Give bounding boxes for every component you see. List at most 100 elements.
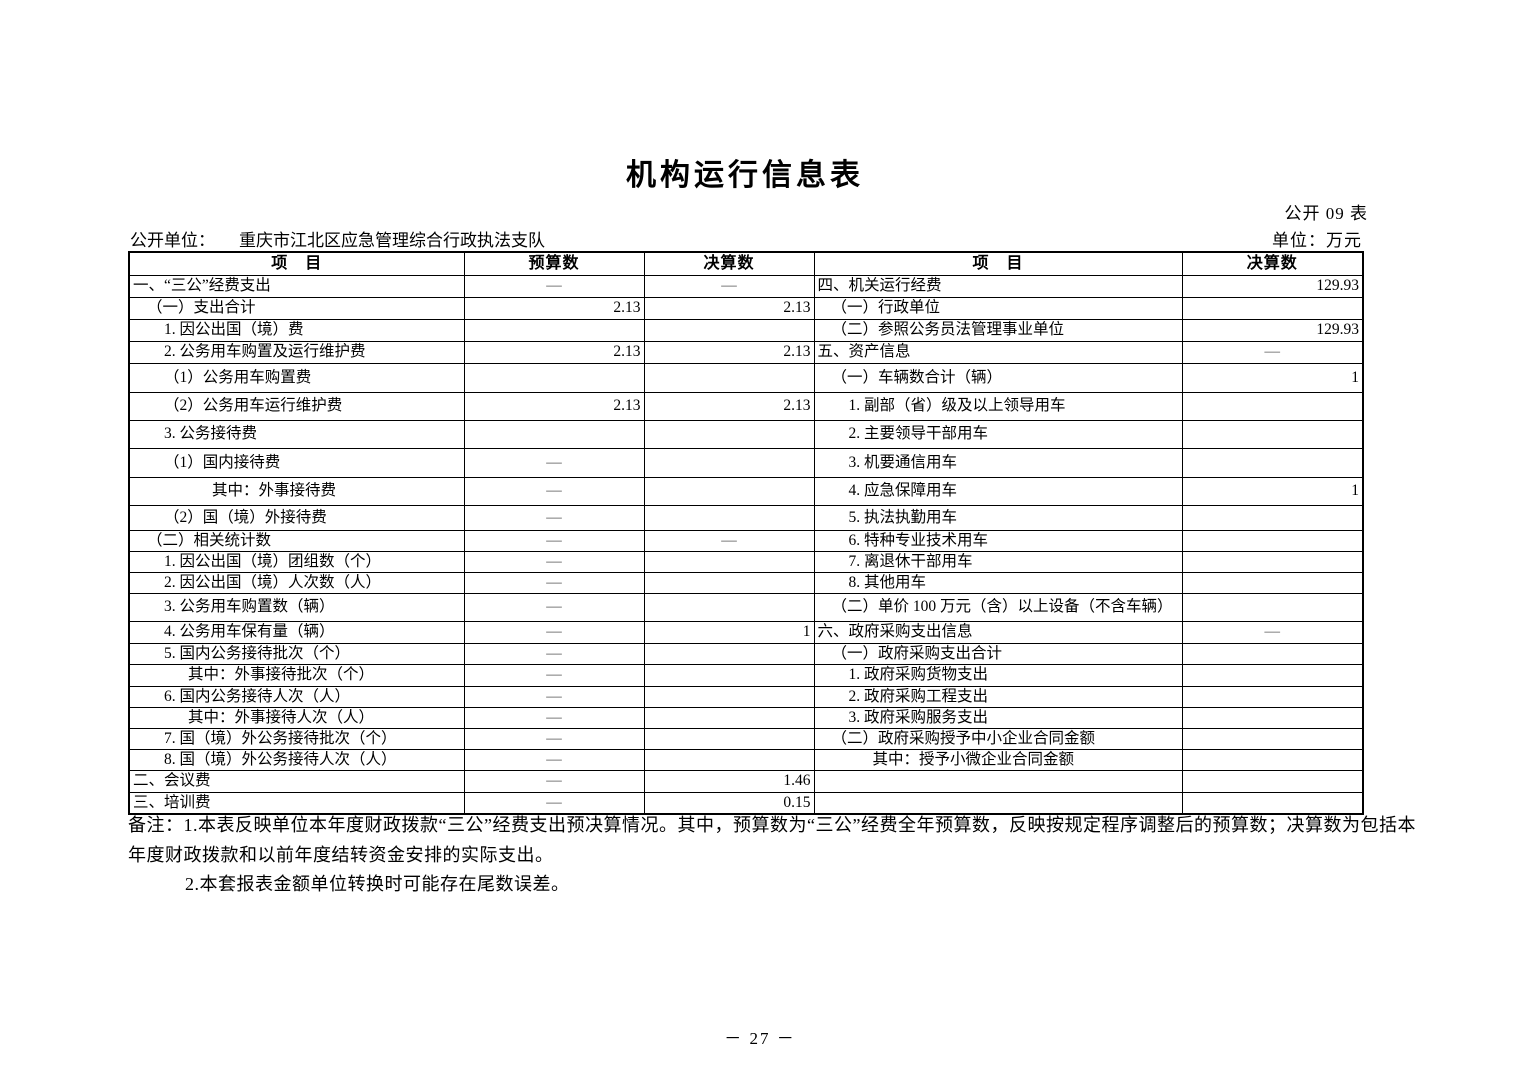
table-row: （二）相关统计数 — —6. 特种专业技术用车 [128, 529, 1364, 552]
final-value-right [1181, 706, 1364, 729]
row-label-right: （一）政府采购支出合计 [813, 642, 1183, 665]
row-label-right: 2. 政府采购工程支出 [813, 685, 1183, 708]
final-value [643, 447, 815, 478]
final-value-right [1181, 391, 1364, 421]
row-label-left: 1. 因公出国（境）团组数（个） [128, 550, 465, 573]
table-row: （一）支出合计 2.13 2.13 （一）行政单位 [128, 296, 1364, 320]
row-label-right: 2. 主要领导干部用车 [813, 419, 1183, 449]
row-label-left: 5. 国内公务接待批次（个） [128, 642, 465, 665]
final-value-right: — [1181, 620, 1364, 644]
final-value [643, 571, 815, 594]
final-value [643, 592, 815, 622]
column-header-item-right: 项 目 [813, 251, 1183, 276]
final-value [643, 748, 815, 771]
note-line: 年度财政拨款和以前年度结转资金安排的实际支出。 [128, 844, 554, 865]
row-label-left: （一）支出合计 [128, 296, 465, 320]
budget-value: — [463, 706, 645, 729]
table-row: 3. 公务接待费 2. 主要领导干部用车 [128, 419, 1364, 449]
note-line: 备注：1.本表反映单位本年度财政拨款“三公”经费支出预决算情况。其中，预算数为“… [128, 815, 1416, 835]
budget-value: — [463, 504, 645, 531]
row-label-left: 6. 国内公务接待人次（人） [128, 685, 465, 708]
final-value: 0.15 [643, 791, 815, 815]
final-value-right [1181, 447, 1364, 478]
page-number: － 27 － [724, 1029, 796, 1048]
row-label-left: （1）公务用车购置费 [128, 362, 465, 393]
row-label-left: 其中：外事接待批次（个） [128, 663, 465, 687]
column-header-budget: 预算数 [463, 251, 645, 276]
budget-value: — [463, 769, 645, 793]
final-value [643, 642, 815, 665]
final-value-right [1181, 592, 1364, 622]
budget-value: — [463, 592, 645, 622]
budget-value: — [463, 663, 645, 687]
budget-value: 2.13 [463, 296, 645, 320]
budget-value: — [463, 447, 645, 478]
row-label-right: 六、政府采购支出信息 [813, 620, 1183, 644]
table-row: 其中：外事接待批次（个） — 1. 政府采购货物支出 [128, 663, 1364, 687]
row-label-right: （一）行政单位 [813, 296, 1183, 320]
row-label-right: 其中：授予小微企业合同金额 [813, 748, 1183, 771]
row-label-right: 3. 机要通信用车 [813, 447, 1183, 478]
final-value-right: — [1181, 340, 1364, 364]
final-value [643, 419, 815, 449]
row-label-left: 3. 公务接待费 [128, 419, 465, 449]
budget-value: — [463, 727, 645, 750]
final-value-right: 1 [1181, 476, 1364, 506]
final-value-right [1181, 571, 1364, 594]
row-label-right: 3. 政府采购服务支出 [813, 706, 1183, 729]
final-value: 2.13 [643, 340, 815, 364]
row-label-left: 2. 公务用车购置及运行维护费 [128, 340, 465, 364]
row-label-right: 7. 离退休干部用车 [813, 550, 1183, 573]
column-header-final: 决算数 [643, 251, 815, 276]
final-value: 1 [643, 620, 815, 644]
budget-value: 2.13 [463, 340, 645, 364]
final-value-right [1181, 685, 1364, 708]
final-value [643, 504, 815, 531]
row-label-right: 8. 其他用车 [813, 571, 1183, 594]
budget-value: — [463, 274, 645, 298]
final-value: — [643, 274, 815, 298]
row-label-left: 4. 公务用车保有量（辆） [128, 620, 465, 644]
table-row: 2. 因公出国（境）人次数（人） — 8. 其他用车 [128, 571, 1364, 594]
table-row: （2）国（境）外接待费 — 5. 执法执勤用车 [128, 504, 1364, 531]
table-row: 一、“三公”经费支出 — — 四、机关运行经费 129.93 [128, 274, 1364, 298]
final-value-right: 129.93 [1181, 274, 1364, 298]
table-header-row: 项 目 预算数 决算数 项 目 决算数 [128, 251, 1364, 276]
notes: 备注：1.本表反映单位本年度财政拨款“三公”经费支出预决算情况。其中，预算数为“… [128, 811, 1416, 900]
row-label-right: 1. 政府采购货物支出 [813, 663, 1183, 687]
budget-value: — [463, 748, 645, 771]
budget-value: — [463, 571, 645, 594]
note-line: 2.本套报表金额单位转换时可能存在尾数误差。 [185, 874, 570, 894]
budget-value: — [463, 476, 645, 506]
final-value-right [1181, 529, 1364, 552]
form-number: 公开 09 表 [1284, 204, 1368, 223]
final-value-right [1181, 419, 1364, 449]
table-body: 一、“三公”经费支出 — — 四、机关运行经费 129.93 （一）支出合计 2.13 2.1… [128, 274, 1364, 815]
row-label-left: 一、“三公”经费支出 [128, 274, 465, 298]
table-row: 1. 因公出国（境）团组数（个） — 7. 离退休干部用车 [128, 550, 1364, 573]
row-label-right: 4. 应急保障用车 [813, 476, 1183, 506]
final-value-right: 129.93 [1181, 318, 1364, 342]
final-value [643, 476, 815, 506]
final-value-right [1181, 769, 1364, 793]
final-value-right [1181, 296, 1364, 320]
row-label-left: 8. 国（境）外公务接待人次（人） [128, 748, 465, 771]
budget-value: 2.13 [463, 391, 645, 421]
row-label-right: 6. 特种专业技术用车 [813, 529, 1183, 552]
table-row: 3. 公务用车购置数（辆） — （二）单价 100 万元（含）以上设备（不含车辆） [128, 592, 1364, 622]
meta-row: 公开单位： 重庆市江北区应急管理综合行政执法支队 单位：万元 [130, 226, 1362, 251]
table-row: 6. 国内公务接待人次（人） — 2. 政府采购工程支出 [128, 685, 1364, 708]
budget-value: — [463, 685, 645, 708]
table-row: （1）国内接待费 — 3. 机要通信用车 [128, 447, 1364, 478]
final-value-right [1181, 791, 1364, 815]
final-value: 1.46 [643, 769, 815, 793]
row-label-right: 5. 执法执勤用车 [813, 504, 1183, 531]
row-label-right: 四、机关运行经费 [813, 274, 1183, 298]
row-label-left: （1）国内接待费 [128, 447, 465, 478]
column-header-item-left: 项 目 [128, 251, 465, 276]
row-label-right: （二）政府采购授予中小企业合同金额 [813, 727, 1183, 750]
final-value-right [1181, 550, 1364, 573]
table-row: 1. 因公出国（境）费 （二）参照公务员法管理事业单位 129.93 [128, 318, 1364, 342]
final-value-right [1181, 642, 1364, 665]
